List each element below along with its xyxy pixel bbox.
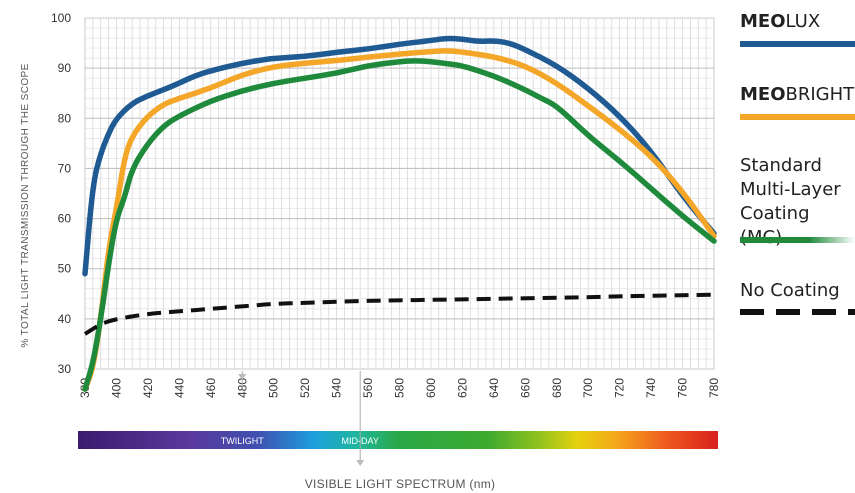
x-tick-label: 680	[550, 378, 564, 398]
grid-lines	[84, 17, 715, 370]
legend-item-meobright: MEOBRIGHT	[740, 83, 854, 107]
twilight-label: TWILIGHT	[221, 436, 264, 446]
x-tick-label: 400	[109, 378, 123, 398]
series-line-2	[82, 58, 717, 392]
y-tick-label: 100	[51, 11, 71, 25]
series-line-1	[82, 48, 717, 392]
legend-swatch-meobright	[740, 114, 855, 120]
y-tick-label: 70	[58, 161, 72, 175]
legend-swatch-no-coating	[740, 309, 855, 315]
x-tick-label: 500	[267, 378, 281, 398]
spectrum-bar: TWILIGHT MID-DAY	[78, 371, 718, 466]
legend-label: MEOLUX	[740, 11, 821, 32]
x-tick-label: 560	[361, 378, 375, 398]
y-tick-label: 90	[58, 61, 72, 75]
legend-label: MEOBRIGHT	[740, 84, 855, 105]
legend-swatch-meolux	[740, 41, 855, 47]
y-tick-label: 40	[58, 312, 72, 326]
x-tick-label: 720	[613, 378, 627, 398]
midday-marker-arrow	[356, 460, 365, 466]
x-tick-label: 640	[487, 378, 501, 398]
x-tick-label: 700	[581, 378, 595, 398]
x-axis-label: VISIBLE LIGHT SPECTRUM (nm)	[304, 477, 496, 491]
legend-label: Standard Multi-Layer Coating (MC)	[740, 155, 841, 248]
x-tick-label: 620	[455, 378, 469, 398]
x-tick-label: 780	[707, 378, 721, 398]
y-tick-label: 50	[58, 262, 72, 276]
x-tick-label: 520	[298, 378, 312, 398]
x-tick-label: 460	[204, 378, 218, 398]
legend: MEOLUX MEOBRIGHT Standard Multi-Layer Co…	[740, 0, 855, 493]
series-line-3	[83, 292, 717, 336]
y-tick-label: 80	[58, 111, 72, 125]
y-tick-label: 30	[58, 362, 72, 376]
series-lines	[82, 35, 717, 392]
legend-swatch-standard-mc	[740, 237, 855, 243]
series-line-0	[82, 35, 717, 277]
y-axis-label: % TOTAL LIGHT TRANSMISSION THROUGH THE S…	[20, 63, 31, 347]
legend-item-meolux: MEOLUX	[740, 10, 820, 34]
midday-label: MID-DAY	[342, 436, 379, 446]
x-tick-label: 760	[676, 378, 690, 398]
x-tick-label: 540	[330, 378, 344, 398]
x-tick-label: 420	[141, 378, 155, 398]
x-tick-label: 600	[424, 378, 438, 398]
y-tick-label: 60	[58, 212, 72, 226]
x-tick-label: 580	[393, 378, 407, 398]
legend-label: No Coating	[740, 280, 840, 301]
legend-item-standard-mc: Standard Multi-Layer Coating (MC)	[740, 154, 855, 250]
x-tick-label: 660	[518, 378, 532, 398]
x-tick-label: 440	[172, 378, 186, 398]
spectrum-gradient	[78, 431, 718, 449]
legend-item-no-coating: No Coating	[740, 279, 840, 303]
x-tick-label: 740	[644, 378, 658, 398]
twilight-marker-arrow	[238, 374, 247, 380]
